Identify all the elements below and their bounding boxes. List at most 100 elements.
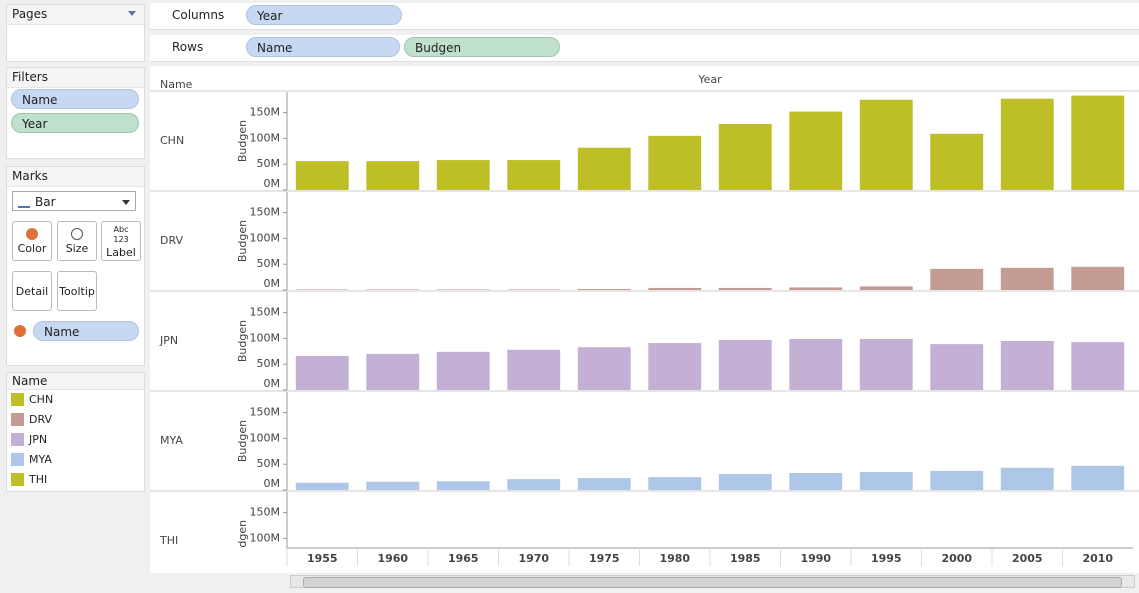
legend-label: DRV	[29, 413, 53, 426]
x-tick-label: 1960	[377, 552, 408, 565]
label-button[interactable]: Abc 123 Label	[101, 221, 141, 261]
bar	[436, 289, 490, 290]
legend-swatch	[11, 453, 24, 466]
bar	[366, 161, 420, 190]
row-label: DRV	[160, 234, 184, 247]
label-icon: 123	[113, 235, 129, 244]
size-button[interactable]: Size	[57, 221, 97, 261]
bar	[1000, 98, 1054, 190]
bar	[1071, 342, 1125, 390]
legend-item[interactable]: DRV	[7, 410, 144, 430]
mark-type: Bar	[35, 195, 56, 209]
column-pill[interactable]: Year	[246, 5, 402, 25]
y-axis-title: Budgen	[236, 320, 249, 362]
legend-item[interactable]: THI	[7, 470, 144, 490]
legend-item[interactable]: CHN	[7, 390, 144, 410]
x-tick-label: 1955	[307, 552, 338, 565]
bar	[789, 111, 843, 190]
y-tick-label: 50M	[257, 157, 281, 170]
marks-card: Marks Bar Color Size Abc 123 Label Detail …	[6, 166, 145, 366]
marks-title: Marks	[7, 167, 144, 187]
pages-title: Pages	[7, 5, 144, 25]
bar	[648, 343, 702, 390]
bar	[295, 355, 349, 390]
color-button[interactable]: Color	[12, 221, 52, 261]
legend-label: CHN	[29, 393, 54, 406]
bar	[930, 133, 984, 190]
marks-pill[interactable]: Name	[33, 321, 139, 341]
shelf-label: Columns	[172, 8, 225, 22]
x-tick-label: 2010	[1082, 552, 1113, 565]
shelf-label: Rows	[172, 40, 204, 54]
scrollbar[interactable]	[290, 575, 1135, 588]
y-tick-label: 150M	[250, 406, 281, 419]
x-tick-label: 2000	[941, 552, 972, 565]
row-label: THI	[159, 534, 178, 547]
button-label: Detail	[15, 285, 49, 298]
bar	[577, 478, 631, 490]
filter-pill[interactable]: Year	[11, 113, 139, 133]
y-tick-label: 100M	[250, 331, 281, 344]
button-label: Color	[17, 242, 47, 255]
button-label: Label	[106, 246, 136, 259]
column-header: Year	[697, 73, 722, 86]
mark-type-select[interactable]: Bar	[12, 191, 136, 211]
legend-swatch	[11, 433, 24, 446]
bar	[1000, 341, 1054, 390]
y-tick-label: 150M	[250, 306, 281, 319]
filter-pill[interactable]: Name	[11, 89, 139, 109]
y-tick-label: 50M	[257, 257, 281, 270]
y-axis-title: Budgen	[236, 220, 249, 262]
bar	[436, 351, 490, 390]
bar	[1000, 467, 1054, 490]
y-tick-label: 0M	[264, 477, 281, 490]
row-pill[interactable]: Budgen	[404, 37, 560, 57]
dropdown-arrow[interactable]	[128, 11, 136, 20]
y-tick-label: 0M	[264, 277, 281, 290]
y-tick-label: 50M	[257, 457, 281, 470]
y-tick-label: 50M	[257, 357, 281, 370]
y-tick-label: 100M	[250, 431, 281, 444]
bar	[1071, 95, 1125, 190]
y-axis-title: Budgen	[236, 420, 249, 462]
chart: Name Year CHN Budgen 0M 50M 100M 150M DRV Budge…	[150, 66, 1139, 573]
x-tick-label: 1990	[800, 552, 831, 565]
row-label: CHN	[160, 134, 184, 147]
legend-item[interactable]: MYA	[7, 450, 144, 470]
x-tick-label: 1970	[518, 552, 549, 565]
y-tick-label: 100M	[250, 231, 281, 244]
y-tick-label: 0M	[264, 177, 281, 190]
legend-label: THI	[29, 473, 48, 486]
legend-item[interactable]: JPN	[7, 430, 144, 450]
bar	[507, 160, 561, 190]
button-label: Size	[65, 242, 89, 255]
row-pill[interactable]: Name	[246, 37, 400, 57]
bar	[648, 135, 702, 190]
scroll-thumb[interactable]	[303, 577, 1122, 588]
bar	[577, 147, 631, 190]
columns-shelf: Columns Year	[150, 3, 1139, 30]
bar	[859, 286, 913, 290]
bar	[648, 287, 702, 290]
filters-title: Filters	[7, 68, 144, 88]
tooltip-button[interactable]: Tooltip	[57, 271, 97, 311]
bar	[648, 477, 702, 490]
bar	[1071, 465, 1125, 490]
y-tick-label: 100M	[250, 131, 281, 144]
detail-button[interactable]: Detail	[12, 271, 52, 311]
x-tick-label: 1980	[659, 552, 690, 565]
bar	[507, 479, 561, 490]
bar	[507, 289, 561, 290]
bar	[789, 338, 843, 390]
pages-card: Pages	[6, 4, 145, 62]
y-tick-label: 150M	[250, 106, 281, 119]
x-tick-label: 2005	[1012, 552, 1043, 565]
legend-swatch	[11, 393, 24, 406]
bar	[789, 287, 843, 290]
x-tick-label: 1985	[730, 552, 761, 565]
row-header: Name	[160, 78, 193, 91]
size-icon	[71, 228, 83, 240]
bar	[507, 349, 561, 390]
legend-swatch	[11, 413, 24, 426]
rows-shelf: Rows Name Budgen	[150, 35, 1139, 62]
